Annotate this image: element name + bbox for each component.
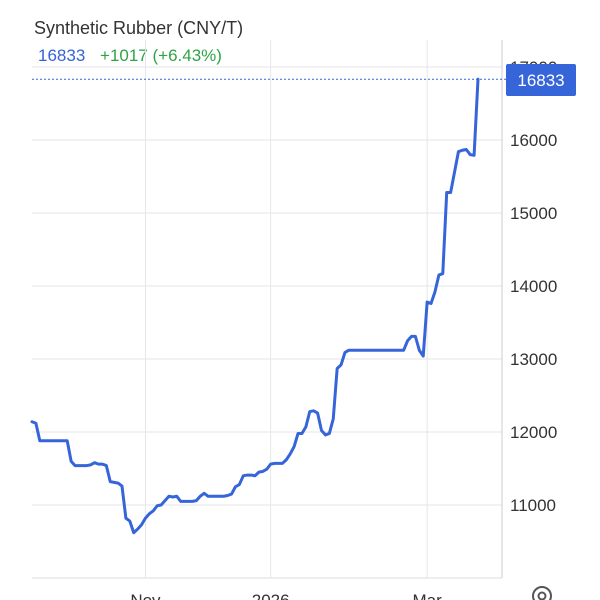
series-line (30, 77, 480, 535)
quote-line: 16833 +1017 (+6.43%) (34, 44, 243, 68)
y-tick-label: 15000 (510, 204, 557, 223)
y-tick-label: 14000 (510, 277, 557, 296)
series (30, 77, 480, 535)
price-change: +1017 (+6.43%) (100, 46, 222, 65)
price-badge-label: 16833 (517, 71, 564, 90)
chart-title: Synthetic Rubber (CNY/T) (34, 18, 244, 38)
gear-icon[interactable] (532, 586, 552, 600)
y-tick-label: 16000 (510, 131, 557, 150)
price-marker: 16833 (506, 64, 576, 96)
y-tick-label: 12000 (510, 423, 557, 442)
x-tick-label: 2026 (252, 591, 290, 600)
grid (32, 40, 502, 578)
tick-labels: 11000120001300014000150001600017000Nov20… (130, 58, 557, 600)
axes (32, 40, 506, 579)
y-tick-label: 11000 (510, 496, 556, 515)
last-price: 16833 (38, 46, 86, 65)
price-badge (506, 64, 576, 96)
chart-header: Synthetic Rubber (CNY/T) 16833 +1017 (+6… (34, 16, 243, 68)
x-tick-label: Mar (412, 591, 442, 600)
y-tick-label: 13000 (510, 350, 557, 369)
x-tick-label: Nov (130, 591, 161, 600)
